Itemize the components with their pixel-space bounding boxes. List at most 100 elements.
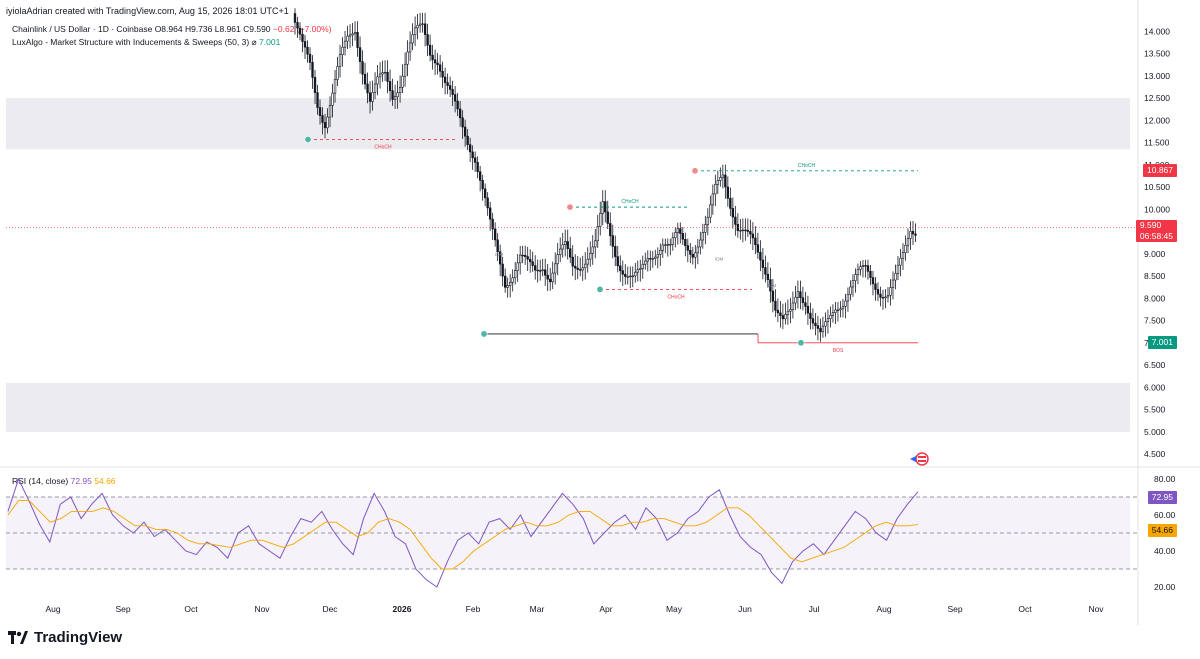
chart-canvas[interactable]: 14.00013.50013.00012.50012.00011.50011.0… [0,0,1200,625]
candle-body [466,135,469,145]
candle-body [486,197,489,209]
candle-body [503,275,507,288]
candle-body [614,246,617,257]
time-tick-label: May [666,604,683,614]
candle-body [904,244,907,253]
candle-body [468,144,472,153]
candle-body [333,79,337,94]
candle-body [326,116,329,129]
candle-body [296,22,299,29]
flag-icon[interactable] [908,452,932,466]
current-price: 9.590 [1139,220,1162,230]
candle-body [403,63,407,77]
candle-body [681,233,684,240]
candle-body [664,244,667,246]
candle-body [826,318,830,323]
candle-body [436,62,439,66]
candle-body [756,244,760,253]
price-tick-label: 4.500 [1144,449,1166,459]
candle-body [821,325,825,333]
candle-body [764,267,767,275]
candle-body [544,269,547,276]
price-tick-label: 13.000 [1144,71,1170,81]
candle-body [704,224,707,233]
candle-body [301,33,304,42]
structure-level-label: BOS [833,348,844,354]
rsi-tick-label: 60.00 [1154,510,1176,520]
candle-body [889,287,892,296]
tradingview-brand[interactable]: TradingView [8,629,122,646]
price-tick-label: 6.000 [1144,382,1166,392]
candle-body [456,100,459,110]
candle-body [293,13,297,23]
settings-icon[interactable]: ⌀ [251,37,257,47]
candle-body [646,258,649,262]
candle-body [659,249,662,255]
candle-body [866,265,870,272]
current-price-label: 9.590 06:58:45 [1135,220,1177,242]
price-tick-label: 5.000 [1144,427,1166,437]
candle-body [839,308,842,311]
candle-body [856,268,860,275]
candle-body [606,211,609,224]
candle-body [686,245,689,251]
candle-body [529,258,532,263]
indicator-legend[interactable]: LuxAlgo - Market Structure with Induceme… [12,37,280,48]
candle-body [426,34,429,46]
rsi-value: 72.95 [70,476,92,486]
candle-body [726,186,730,199]
candle-body [463,126,467,137]
candle-body [831,312,835,316]
candle-body [473,157,477,163]
candle-body [699,239,702,248]
candle-body [641,263,644,269]
candle-body [398,87,402,94]
candle-body [566,241,569,250]
price-tick-label: 7.500 [1144,316,1166,326]
candle-body [381,72,384,75]
candle-body [453,94,457,102]
candle-body [373,83,377,93]
candle-body [501,263,504,277]
price-tick-label: 13.500 [1144,49,1170,59]
rsi-name: RSI (14, close) [12,476,69,486]
candle-body [886,295,890,298]
candle-body [316,92,319,108]
candle-body [579,269,582,271]
candle-body [564,241,567,245]
candle-body [376,76,379,85]
candle-body [308,53,312,63]
candle-body [676,228,679,233]
price-tick-label: 5.500 [1144,405,1166,415]
candle-body [634,271,637,277]
candle-body [639,268,642,270]
candle-body [421,23,424,25]
candle-body [391,90,394,100]
candle-body [666,244,669,246]
candle-body [749,231,752,235]
time-tick-label: Dec [322,604,338,614]
price-tick-label: 8.000 [1144,293,1166,303]
candle-body [498,251,502,265]
candle-body [609,223,612,236]
candle-body [759,251,762,261]
candle-body [774,300,777,311]
tradingview-logo-icon [8,630,28,644]
candle-body [594,240,597,248]
candle-body [488,207,492,220]
candle-body [541,269,544,271]
candle-body [661,244,664,251]
candle-body [869,271,872,278]
time-tick-label: Aug [876,604,891,614]
candle-body [306,46,309,55]
rsi-legend[interactable]: RSI (14, close) 72.95 54.66 [12,476,116,486]
candle-body [358,47,362,62]
candle-body [911,231,915,235]
price-tick-label: 10.000 [1144,204,1170,214]
idm-label: IDM [495,252,504,257]
candle-body [901,252,905,259]
candle-body [323,122,327,129]
candle-body [696,246,699,254]
candle-body [493,228,497,241]
idm-label: IDM [715,257,724,262]
